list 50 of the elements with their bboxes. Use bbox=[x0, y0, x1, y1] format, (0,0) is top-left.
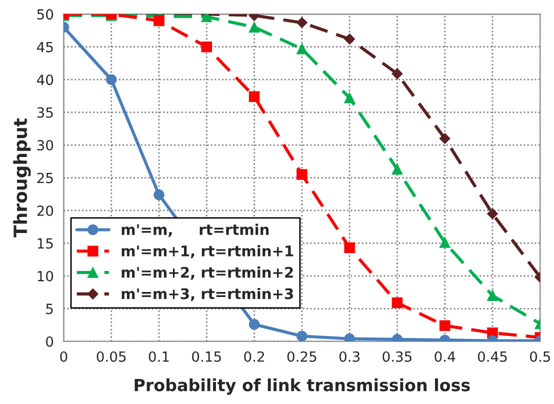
point bbox=[392, 68, 403, 80]
y-tick-label: 15 bbox=[38, 238, 53, 249]
point bbox=[154, 15, 164, 26]
y-tick-label: 20 bbox=[37, 205, 54, 216]
y-tick-label: 30 bbox=[37, 140, 54, 151]
x-tick-label: 0.4 bbox=[434, 351, 456, 362]
y-axis-title: Throughput bbox=[13, 118, 31, 238]
point bbox=[296, 17, 308, 28]
x-axis-title: Probability of link transmission loss bbox=[134, 378, 470, 395]
point bbox=[344, 92, 355, 104]
point bbox=[439, 237, 450, 248]
x-tick-label: 0.05 bbox=[96, 351, 126, 362]
point bbox=[344, 34, 356, 44]
point bbox=[154, 189, 164, 200]
x-tick-label: 0.5 bbox=[530, 351, 550, 362]
point bbox=[392, 297, 403, 308]
y-tick-label: 40 bbox=[36, 74, 54, 86]
y-tick-label: 0 bbox=[46, 336, 54, 347]
y-tick-label: 35 bbox=[37, 107, 53, 118]
point bbox=[248, 22, 260, 33]
y-tick-label: 10 bbox=[38, 270, 54, 282]
y-tick-label: 50 bbox=[37, 9, 54, 20]
x-tick-label: 0.35 bbox=[382, 351, 412, 362]
y-tick-label: 45 bbox=[36, 42, 53, 52]
x-tick-label: 0 bbox=[60, 351, 68, 362]
x-tick-label: 0.25 bbox=[287, 351, 316, 362]
point bbox=[248, 318, 260, 330]
point bbox=[439, 320, 450, 332]
x-tick-label: 0.15 bbox=[192, 351, 221, 362]
point bbox=[296, 43, 308, 54]
point bbox=[439, 133, 450, 144]
legend-label: m'=m+2, rt=rtmin+2 bbox=[122, 266, 293, 280]
point bbox=[487, 290, 498, 301]
legend-label: m'=m+3, rt=rtmin+3 bbox=[122, 288, 293, 302]
legend-label: m'=m+1, rt=rtmin+1 bbox=[122, 245, 294, 258]
point bbox=[296, 169, 308, 180]
point bbox=[296, 330, 308, 342]
point bbox=[201, 41, 212, 52]
x-tick-label: 0.45 bbox=[478, 351, 507, 362]
x-tick-label: 0.2 bbox=[244, 351, 264, 362]
x-tick-label: 0.3 bbox=[339, 351, 360, 362]
point bbox=[344, 242, 355, 254]
point bbox=[392, 164, 403, 175]
point bbox=[487, 208, 498, 220]
y-tick-label: 5 bbox=[46, 304, 53, 314]
point bbox=[248, 91, 260, 102]
point bbox=[106, 74, 117, 85]
y-tick-label: 25 bbox=[37, 172, 53, 184]
x-tick-label: 0.1 bbox=[148, 351, 169, 362]
legend-label: m'=m, rt=rtmin bbox=[122, 224, 269, 237]
